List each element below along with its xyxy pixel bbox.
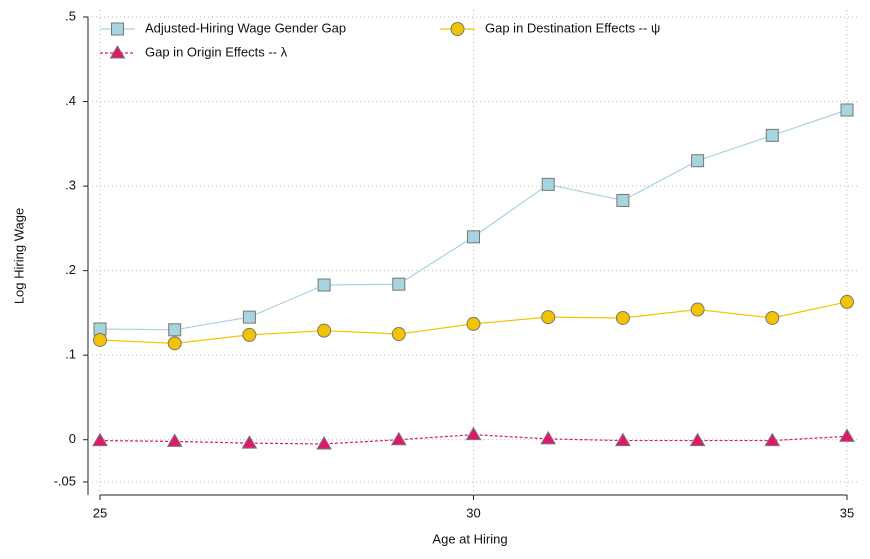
marker [392, 277, 406, 291]
marker [765, 310, 780, 325]
marker [242, 310, 256, 324]
marker [541, 177, 555, 191]
marker [168, 323, 182, 337]
x-tick-label: 35 [840, 505, 854, 520]
marker [839, 428, 855, 442]
y-axis-label: Log Hiring Wage [11, 208, 26, 304]
marker [317, 278, 331, 292]
y-tick-label: 0 [69, 431, 76, 446]
marker [390, 431, 407, 446]
marker [92, 432, 108, 447]
legend-marker [109, 45, 126, 59]
x-tick-label: 30 [466, 505, 480, 520]
x-axis-label: Age at Hiring [432, 531, 507, 546]
marker [541, 310, 556, 325]
marker [840, 103, 854, 117]
marker [690, 302, 705, 317]
legend-marker [450, 22, 465, 36]
marker [241, 435, 258, 449]
y-tick-label: .1 [65, 347, 76, 362]
marker [765, 128, 779, 142]
legend-label: Gap in Destination Effects -- ψ [485, 20, 660, 35]
marker [840, 294, 854, 309]
marker [466, 316, 481, 331]
x-tick-label: 25 [93, 505, 107, 520]
y-tick-label: .4 [65, 93, 76, 108]
marker [615, 432, 631, 447]
marker [689, 432, 706, 447]
marker [167, 336, 182, 351]
legend-label: Gap in Origin Effects -- λ [145, 44, 288, 59]
marker [93, 332, 107, 347]
marker [616, 193, 630, 207]
marker [242, 327, 257, 342]
series-line [99, 434, 848, 445]
y-tick-label: -.05 [54, 473, 76, 488]
legend-marker [111, 22, 124, 36]
marker [166, 433, 183, 447]
marker [316, 435, 332, 450]
marker [467, 230, 480, 244]
marker [764, 432, 781, 447]
marker [615, 310, 630, 325]
marker [317, 323, 332, 338]
marker [691, 154, 705, 168]
y-tick-label: .3 [65, 178, 76, 193]
y-tick-label: .2 [65, 262, 76, 277]
legend-label: Adjusted-Hiring Wage Gender Gap [145, 20, 346, 35]
marker [465, 426, 482, 441]
marker [540, 430, 557, 445]
marker [391, 327, 406, 342]
y-tick-label: .5 [65, 8, 76, 23]
